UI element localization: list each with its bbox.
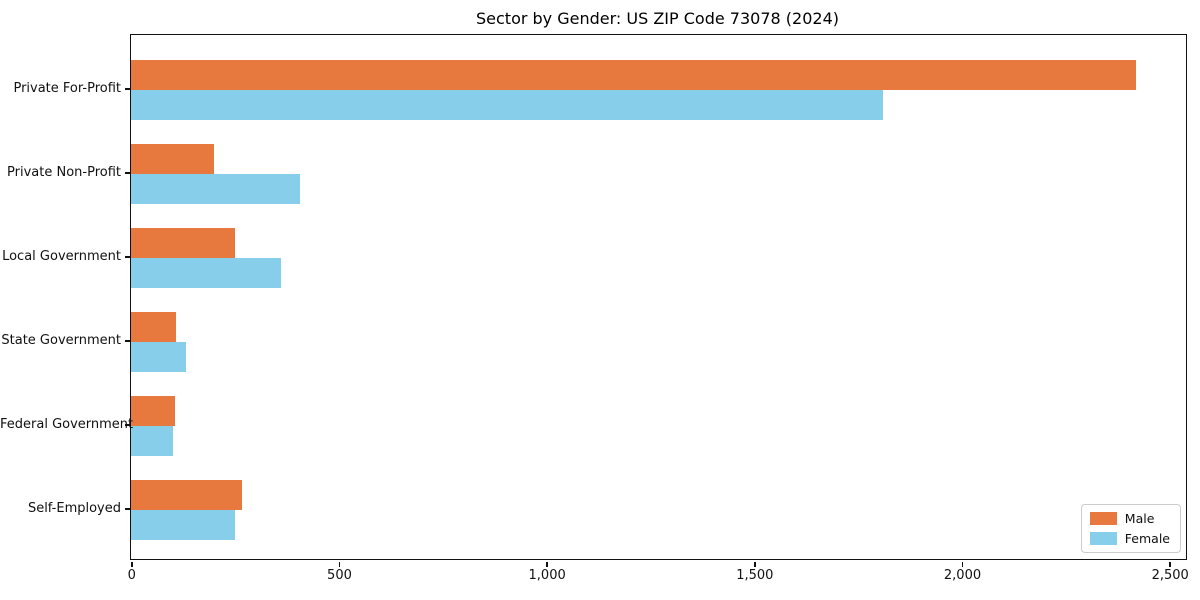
legend: Male Female: [1080, 504, 1181, 553]
y-tick-mark: [125, 172, 130, 174]
x-tick-mark: [754, 561, 756, 567]
x-tick-label-1-000: 1,000: [528, 568, 566, 583]
x-tick-label-1-500: 1,500: [736, 568, 774, 583]
y-tick-mark: [125, 424, 130, 426]
y-tick-mark: [125, 508, 130, 510]
y-tick-mark: [125, 256, 130, 258]
x-tick-label-500: 500: [327, 568, 352, 583]
legend-swatch-male: [1089, 512, 1117, 525]
legend-item-female: Female: [1089, 531, 1170, 546]
bar-female-federal-government: [131, 426, 173, 456]
legend-swatch-female: [1089, 532, 1117, 545]
bar-female-state-government: [131, 342, 186, 372]
legend-label-male: Male: [1124, 511, 1155, 526]
bar-male-state-government: [131, 312, 176, 342]
bar-male-private-for-profit: [131, 60, 1137, 90]
y-tick-mark: [125, 340, 130, 342]
y-tick-label-federal-government: Federal Government: [0, 417, 134, 432]
y-tick-label-private-for-profit: Private For-Profit: [13, 81, 121, 96]
bar-male-local-government: [131, 228, 235, 258]
y-tick-label-local-government: Local Government: [2, 249, 121, 264]
legend-item-male: Male: [1089, 511, 1170, 526]
bar-male-federal-government: [131, 396, 175, 426]
y-tick-label-state-government: State Government: [1, 333, 121, 348]
chart-title: Sector by Gender: US ZIP Code 73078 (202…: [476, 9, 839, 28]
y-tick-label-private-non-profit: Private Non-Profit: [7, 165, 121, 180]
bar-male-private-non-profit: [131, 144, 215, 174]
legend-label-female: Female: [1124, 531, 1170, 546]
bar-female-local-government: [131, 258, 281, 288]
x-tick-label-2-000: 2,000: [943, 568, 982, 583]
x-tick-mark: [338, 561, 341, 567]
y-tick-label-self-employed: Self-Employed: [27, 501, 121, 516]
x-tick-label-2-500: 2,500: [1151, 568, 1189, 583]
plot-area: Male Female: [130, 34, 1187, 560]
x-tick-mark: [1169, 561, 1171, 567]
x-tick-label-0: 0: [127, 568, 136, 583]
bar-female-self-employed: [131, 510, 235, 540]
x-tick-mark: [961, 561, 964, 567]
bar-female-private-for-profit: [131, 90, 883, 120]
x-tick-mark: [131, 561, 133, 567]
bar-female-private-non-profit: [131, 174, 301, 204]
bar-male-self-employed: [131, 480, 243, 510]
x-tick-mark: [546, 561, 548, 567]
y-tick-mark: [125, 88, 130, 90]
